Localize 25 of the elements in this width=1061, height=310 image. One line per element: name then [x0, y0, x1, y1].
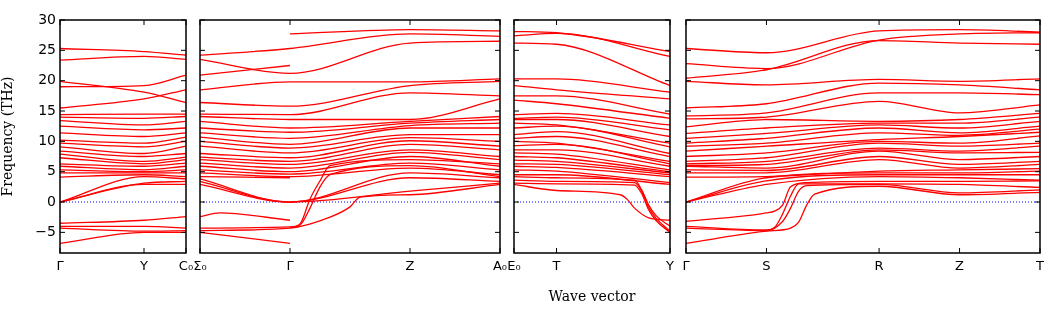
x-tick-label: T [551, 258, 561, 274]
x-tick-label: Σ₀ [193, 258, 207, 274]
y-tick-label: 30 [38, 10, 56, 27]
x-tick-label: Z [405, 258, 415, 274]
x-tick-label: E₀ [507, 258, 521, 274]
x-tick-label: S [762, 258, 771, 274]
x-tick-label: A₀ [492, 258, 508, 274]
y-tick-label: 0 [47, 192, 56, 209]
x-tick-label: C₀ [178, 258, 194, 274]
x-tick-label: Y [139, 258, 149, 274]
y-tick-label: 15 [38, 101, 56, 118]
y-tick-label: 25 [38, 40, 56, 57]
y-axis-title: Frequency (THz) [0, 76, 16, 197]
x-tick-label: Γ [56, 258, 65, 274]
x-tick-label: Y [665, 258, 675, 274]
x-tick-label: T [1035, 258, 1045, 274]
x-tick-label: Z [955, 258, 965, 274]
x-tick-label: R [874, 258, 884, 274]
x-tick-label: Γ [286, 258, 295, 274]
y-tick-label: −5 [35, 223, 56, 240]
x-tick-label: Γ [682, 258, 691, 274]
y-tick-label: 5 [47, 162, 56, 179]
y-tick-label: 20 [38, 71, 56, 88]
x-axis-title: Wave vector [548, 288, 636, 305]
y-tick-label: 10 [38, 131, 56, 148]
